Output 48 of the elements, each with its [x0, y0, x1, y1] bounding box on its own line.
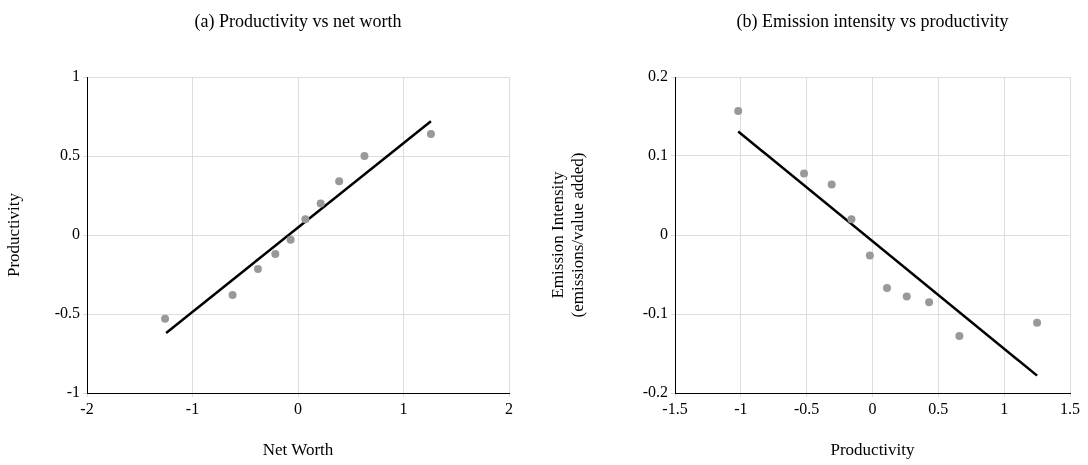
point — [847, 215, 856, 224]
y-tick-label: -0.1 — [642, 304, 668, 322]
y-axis-title: Productivity — [3, 192, 23, 278]
x-tick-label: 2 — [505, 399, 513, 417]
point — [286, 235, 295, 244]
point — [882, 283, 891, 292]
x-tick-label: -0.5 — [794, 399, 820, 417]
chart-title: (a) Productivity vs net worth — [194, 10, 402, 32]
point — [360, 152, 369, 160]
point — [161, 314, 170, 323]
x-tick-label: 0.5 — [928, 399, 949, 417]
x-axis-title: Productivity — [830, 440, 916, 460]
y-axis-title: Emission Intensity (emissions/value added) — [547, 152, 588, 318]
x-tick-label: 1 — [1000, 399, 1009, 417]
point — [301, 215, 310, 224]
chart-title: (b) Emission intensity vs productivity — [736, 10, 1009, 32]
point — [734, 106, 743, 115]
point — [426, 129, 435, 138]
x-tick-label: -1 — [734, 399, 748, 417]
point — [955, 332, 964, 341]
point — [925, 298, 934, 307]
y-tick-label: 0 — [660, 225, 668, 243]
y-tick-label: -0.5 — [54, 304, 80, 322]
point — [865, 251, 874, 260]
point — [800, 169, 809, 178]
y-tick-label: 0.1 — [648, 146, 668, 164]
x-tick-label: 1.5 — [1060, 399, 1080, 417]
x-tick-label: 0 — [294, 399, 302, 417]
y-tick-label: 1 — [72, 67, 80, 85]
y-tick-label: -1 — [66, 383, 80, 401]
point — [335, 177, 344, 186]
point — [827, 180, 836, 189]
x-tick-label: -2 — [80, 399, 94, 417]
x-tick-label: 0 — [868, 399, 877, 417]
point — [253, 264, 262, 273]
y-tick-label: 0 — [72, 225, 80, 243]
point — [228, 291, 237, 300]
point — [271, 249, 280, 258]
point — [316, 199, 325, 208]
y-tick-label: 0.5 — [60, 146, 80, 164]
y-tick-label: 0.2 — [648, 67, 668, 85]
x-tick-label: -1 — [185, 399, 200, 417]
point — [1033, 318, 1042, 327]
x-tick-label: -1.5 — [662, 399, 688, 417]
y-tick-label: -0.2 — [642, 383, 668, 401]
point — [902, 292, 911, 301]
x-tick-label: 1 — [399, 399, 408, 417]
x-axis-title: Net Worth — [262, 440, 334, 460]
